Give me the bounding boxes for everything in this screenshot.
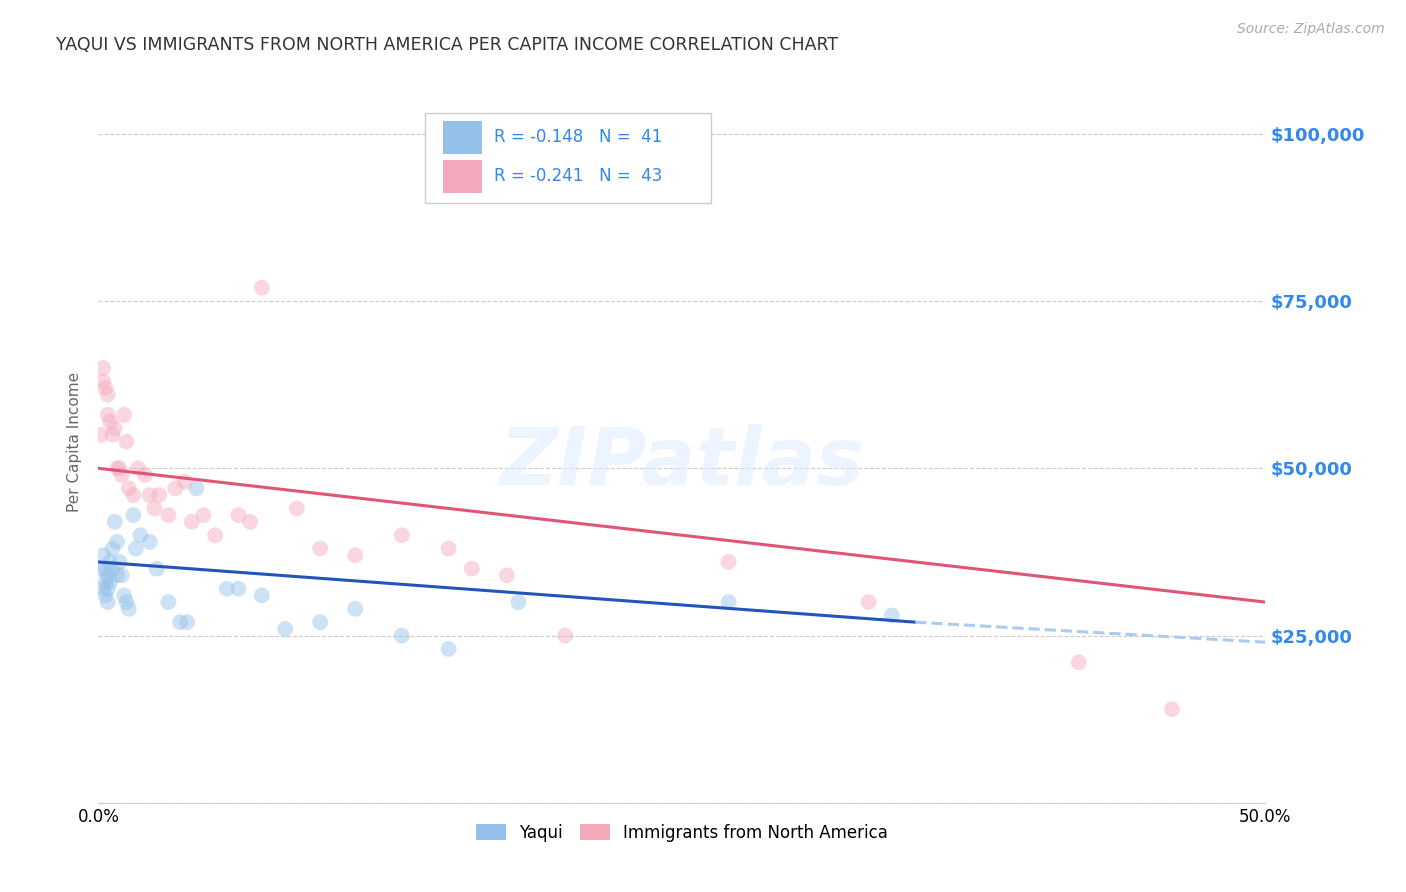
Point — [98, 575, 121, 590]
Point — [91, 375, 114, 389]
Point — [97, 595, 120, 609]
Point — [193, 508, 215, 523]
Point — [122, 488, 145, 502]
Point — [165, 482, 187, 496]
Point — [239, 515, 262, 529]
Point — [143, 501, 166, 516]
Point — [101, 562, 124, 576]
Point — [250, 589, 273, 603]
Point — [90, 562, 112, 576]
Point — [97, 387, 120, 401]
Point — [111, 467, 134, 482]
Point — [1161, 702, 1184, 716]
Point — [94, 575, 117, 590]
Point — [496, 568, 519, 582]
Point — [148, 488, 170, 502]
Point — [309, 541, 332, 556]
FancyBboxPatch shape — [443, 121, 482, 154]
Point — [108, 461, 131, 475]
Y-axis label: Per Capita Income: Per Capita Income — [67, 371, 83, 512]
Text: R = -0.148   N =  41: R = -0.148 N = 41 — [494, 128, 662, 145]
Point — [125, 541, 148, 556]
Text: Source: ZipAtlas.com: Source: ZipAtlas.com — [1237, 22, 1385, 37]
Point — [129, 528, 152, 542]
Point — [309, 615, 332, 630]
Point — [169, 615, 191, 630]
Point — [157, 508, 180, 523]
Point — [91, 548, 114, 563]
Point — [118, 602, 141, 616]
Point — [91, 361, 114, 376]
Point — [97, 408, 120, 422]
Point — [391, 528, 413, 542]
Point — [274, 622, 297, 636]
Point — [134, 467, 156, 482]
Point — [94, 589, 117, 603]
Point — [215, 582, 238, 596]
Point — [118, 482, 141, 496]
Point — [146, 562, 169, 576]
Point — [112, 408, 135, 422]
Point — [115, 434, 138, 449]
Point — [285, 501, 308, 516]
Point — [127, 461, 149, 475]
Point — [173, 475, 195, 489]
Point — [105, 568, 128, 582]
Point — [94, 562, 117, 576]
Point — [104, 421, 127, 435]
Point — [90, 427, 112, 442]
Point — [112, 589, 135, 603]
Point — [91, 582, 114, 596]
Point — [139, 534, 162, 549]
Point — [105, 534, 128, 549]
Point — [111, 568, 134, 582]
Point — [1067, 655, 1090, 669]
Point — [157, 595, 180, 609]
Point — [94, 381, 117, 395]
Point — [344, 548, 367, 563]
Point — [437, 541, 460, 556]
Point — [391, 628, 413, 642]
Point — [98, 414, 121, 428]
Point — [461, 562, 484, 576]
Point — [437, 642, 460, 657]
Point — [250, 281, 273, 295]
Point — [105, 461, 128, 475]
Point — [186, 482, 208, 496]
Text: R = -0.241   N =  43: R = -0.241 N = 43 — [494, 167, 662, 185]
Point — [104, 515, 127, 529]
FancyBboxPatch shape — [425, 112, 711, 203]
Point — [176, 615, 198, 630]
Point — [880, 608, 903, 623]
Point — [647, 173, 669, 188]
FancyBboxPatch shape — [443, 160, 482, 194]
Legend: Yaqui, Immigrants from North America: Yaqui, Immigrants from North America — [470, 817, 894, 848]
Point — [101, 541, 124, 556]
Point — [717, 595, 740, 609]
Text: ZIPatlas: ZIPatlas — [499, 425, 865, 502]
Point — [97, 568, 120, 582]
Point — [115, 595, 138, 609]
Point — [101, 427, 124, 442]
Text: YAQUI VS IMMIGRANTS FROM NORTH AMERICA PER CAPITA INCOME CORRELATION CHART: YAQUI VS IMMIGRANTS FROM NORTH AMERICA P… — [56, 36, 838, 54]
Point — [508, 595, 530, 609]
Point — [204, 528, 226, 542]
Point — [180, 515, 202, 529]
Point — [717, 555, 740, 569]
Point — [108, 555, 131, 569]
Point — [554, 628, 576, 642]
Point — [858, 595, 880, 609]
Point — [228, 582, 250, 596]
Point — [344, 602, 367, 616]
Point — [98, 555, 121, 569]
Point — [122, 508, 145, 523]
Point — [228, 508, 250, 523]
Point — [97, 582, 120, 596]
Point — [139, 488, 162, 502]
